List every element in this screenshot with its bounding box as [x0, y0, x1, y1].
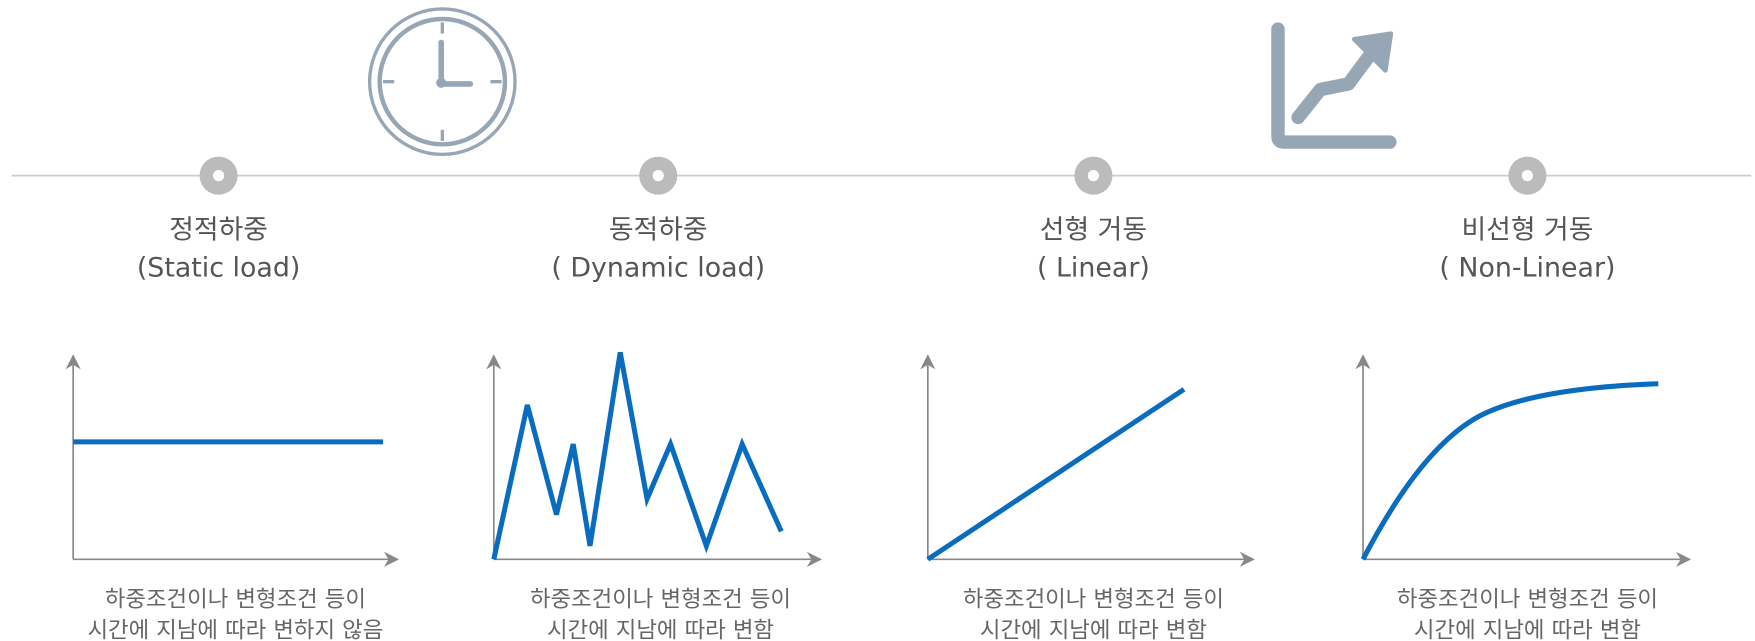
item-description: 하중조건이나 변형조건 등이: [963, 586, 1224, 612]
nonlinear-chart: [1355, 354, 1692, 567]
growth-icon: [1271, 22, 1397, 149]
clock-icon: [367, 7, 517, 157]
item-subtitle: ( Non-Linear): [1439, 252, 1615, 283]
linear-chart: [920, 354, 1255, 567]
item-description: 시간에 지남에 따라 변함: [547, 618, 774, 641]
item-description: 시간에 지남에 따라 변하지 않음: [87, 618, 383, 641]
item-description: 시간에 지남에 따라 변함: [1414, 618, 1641, 641]
item-description: 하중조건이나 변형조건 등이: [530, 586, 791, 612]
item-title: 동적하중: [609, 214, 708, 245]
item-title: 정적하중: [169, 214, 268, 245]
item-subtitle: ( Linear): [1037, 252, 1150, 283]
item-subtitle: (Static load): [137, 252, 301, 283]
item-description: 하중조건이나 변형조건 등이: [105, 586, 366, 612]
item-subtitle: ( Dynamic load): [551, 252, 765, 283]
item-description: 하중조건이나 변형조건 등이: [1397, 586, 1658, 612]
timeline-dots: [199, 156, 1547, 195]
item-description: 시간에 지남에 따라 변함: [980, 618, 1207, 641]
static-chart: [65, 354, 400, 567]
dynamic-chart: [486, 351, 822, 567]
item-title: 비선형 거동: [1461, 214, 1593, 245]
item-title: 선형 거동: [1040, 214, 1147, 245]
